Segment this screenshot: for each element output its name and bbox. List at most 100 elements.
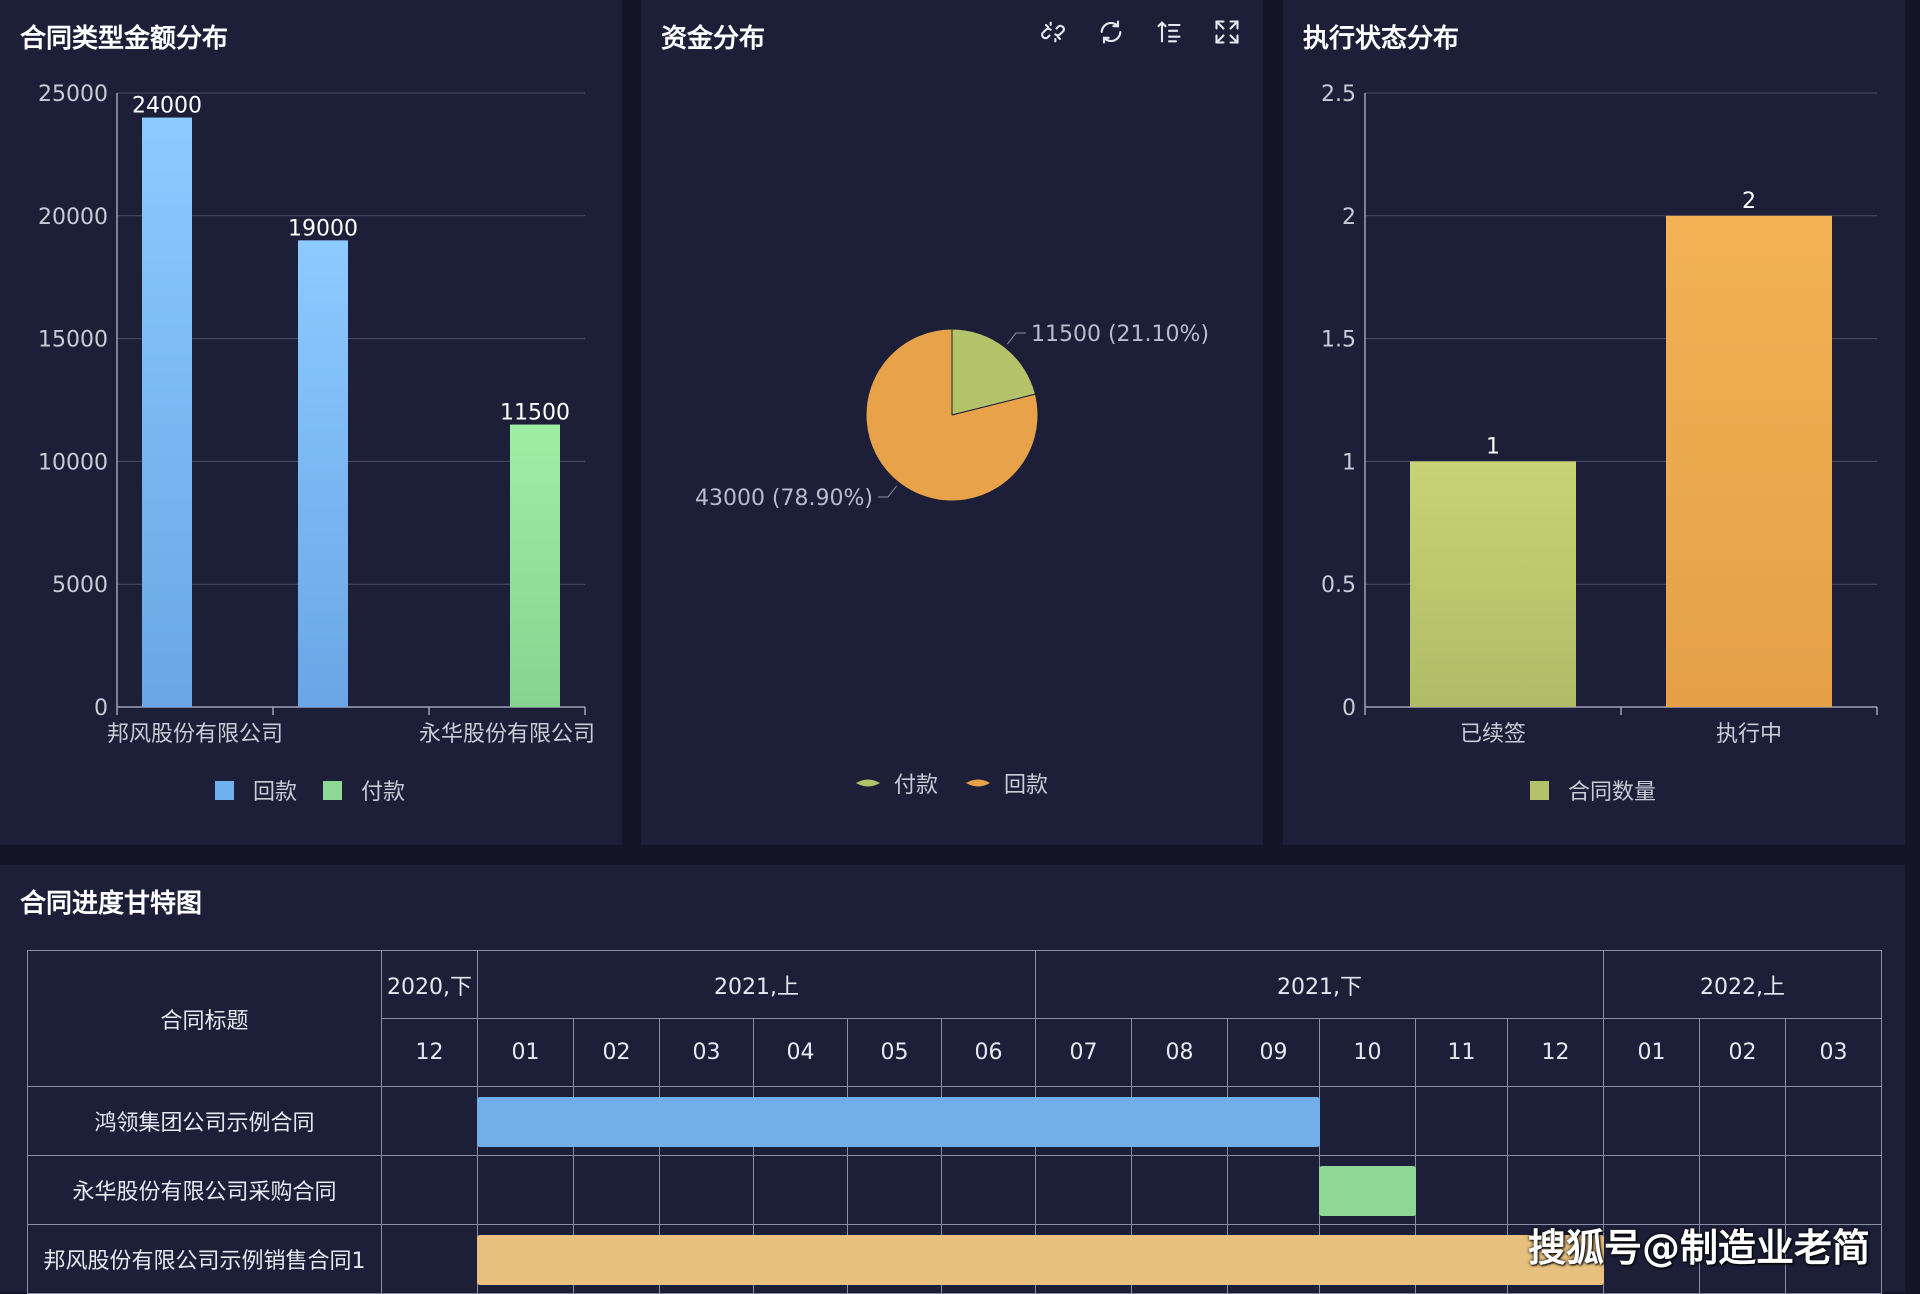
legend-swatch [215,781,234,800]
x-tick-label: 永华股份有限公司 [419,722,595,747]
gantt-cell [1415,1224,1509,1294]
contract-type-chart: 0 5000 10000 15000 20000 25000 邦风股份有限公司 永华股份有限公… [38,82,595,805]
legend-label: 回款 [253,780,297,805]
gantt-cell [1319,1224,1417,1294]
y-tick-label: 2 [1342,205,1356,230]
gantt-cell [1227,1155,1321,1225]
gantt-row: 鸿领集团公司示例合同 [27,1086,1883,1156]
pie-label: 11500 (21.10%) [1031,322,1209,347]
bar [1410,461,1576,707]
y-tick-label: 25000 [38,82,108,107]
y-tick-label: 1.5 [1321,328,1356,353]
y-tick-label: 0 [1342,696,1356,721]
gantt-cell [477,1086,1320,1156]
status-title: 执行状态分布 [1303,24,1460,54]
y-tick-label: 0.5 [1321,573,1356,598]
pie-label-line [1006,332,1027,345]
gantt-cell [1035,1224,1133,1294]
gantt-cell [753,1224,848,1294]
data-label: 11500 [500,401,570,426]
gantt-cell [659,1224,754,1294]
legend-swatch [966,779,990,787]
bar [510,424,560,707]
gantt-period: 2021,下 [1035,950,1605,1019]
gantt-cell [1785,1155,1883,1225]
pie-label: 43000 (78.90%) [695,486,873,511]
gantt-row: 永华股份有限公司采购合同 [27,1155,1883,1225]
gantt-cell [573,1155,660,1225]
pie-slice [865,328,1039,502]
gantt-month: 09 [1227,1018,1321,1087]
gantt-task-name: 鸿领集团公司示例合同 [27,1086,382,1156]
watermark: 搜狐号@制造业老简 [1527,1226,1870,1270]
gantt-month: 05 [847,1018,942,1087]
gantt-month: 03 [1785,1018,1883,1087]
legend-swatch [1530,781,1549,800]
gantt-period: 2020,下 [381,950,478,1019]
gantt-month: 02 [1699,1018,1787,1087]
gantt-cell [847,1155,942,1225]
gantt-cell [940,1155,1037,1225]
gantt-cell [659,1155,754,1225]
y-tick-label: 20000 [38,205,108,230]
gantt-cell [1699,1224,1787,1294]
y-tick-label: 1 [1342,450,1356,475]
data-label: 19000 [288,216,358,241]
gantt-cell [1035,1086,1133,1156]
gantt-cell [573,1086,660,1156]
gantt-month: 06 [940,1018,1037,1087]
sort-icon[interactable] [1153,16,1185,48]
link-icon[interactable] [1037,16,1069,48]
gantt-cell [847,1224,942,1294]
gantt-month: 02 [573,1018,660,1087]
data-label: 24000 [132,94,202,119]
gantt-month: 03 [659,1018,754,1087]
gantt-cell [1507,1086,1605,1156]
gantt-cell [381,1155,478,1225]
gantt-cell [753,1155,848,1225]
gantt-period: 2022,上 [1603,950,1883,1019]
fullscreen-icon[interactable] [1211,16,1243,48]
gantt-month: 11 [1415,1018,1509,1087]
gantt-task-name: 永华股份有限公司采购合同 [27,1155,382,1225]
legend-label: 合同数量 [1568,780,1656,805]
fund-pie-chart: 11500 (21.10%) 43000 (78.90%) 付款 回款 [695,322,1209,798]
bar [298,240,348,708]
y-tick-label: 0 [94,696,108,721]
gantt-cell [1131,1086,1229,1156]
bar [142,117,192,707]
gantt-month: 07 [1035,1018,1133,1087]
gantt-cell [1785,1224,1883,1294]
gantt-cell [477,1155,574,1225]
x-tick-label: 邦风股份有限公司 [107,722,283,747]
gantt-cell [1603,1224,1701,1294]
gantt-cell [1415,1086,1509,1156]
gantt-month: 12 [381,1018,478,1087]
gantt-cell [573,1224,660,1294]
y-tick-label: 15000 [38,328,108,353]
gantt-period-row: 合同标题 2020,下 2021,上 2021,下 2022,上 [27,950,1883,1087]
gantt-cell [1319,1086,1417,1156]
gantt-cell [1131,1155,1229,1225]
y-tick-label: 2.5 [1321,82,1356,107]
x-tick-label: 已续签 [1460,722,1526,747]
fund-panel: 资金分布 1 [641,0,1263,845]
gantt-cell [1131,1224,1229,1294]
legend-label: 回款 [1004,773,1048,798]
gantt-cell [1507,1155,1605,1225]
gantt-month: 12 [1507,1018,1605,1087]
gantt-bar[interactable] [1319,1166,1417,1216]
gantt-month: 08 [1131,1018,1229,1087]
gantt-month: 10 [1319,1018,1417,1087]
refresh-icon[interactable] [1095,16,1127,48]
gantt-cell [381,1086,478,1156]
gantt-table: 合同标题 2020,下 2021,上 2021,下 2022,上 12 01 02 03 04… [27,950,1883,1294]
data-label: 1 [1486,434,1500,459]
gantt-cell [940,1086,1037,1156]
fund-title: 资金分布 [661,24,766,54]
y-tick-label: 5000 [52,573,108,598]
bar [1666,215,1832,708]
gantt-month-row: 12 01 02 03 04 05 06 07 08 09 10 11 12 01 02 03 [28,1018,1883,1087]
gantt-cell [1785,1086,1883,1156]
y-tick-label: 10000 [38,450,108,475]
